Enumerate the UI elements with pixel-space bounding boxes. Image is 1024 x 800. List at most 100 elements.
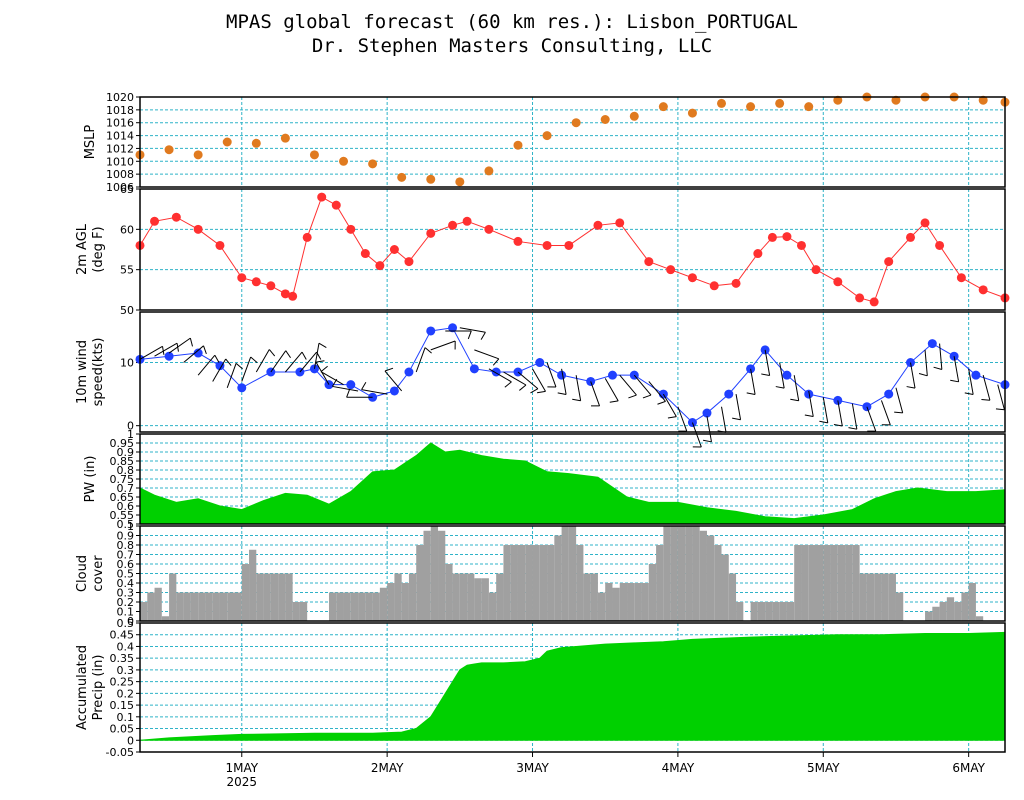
wind-barb-flag <box>732 417 741 421</box>
bar <box>801 545 809 621</box>
x-tick-label: 4MAY <box>662 761 695 775</box>
y-tick-label: 0.7 <box>117 482 135 495</box>
wind-barb <box>241 356 252 382</box>
bar <box>932 606 940 621</box>
data-point <box>767 232 777 242</box>
wind-barb <box>895 387 904 414</box>
data-point <box>869 297 879 307</box>
wind-barb <box>779 362 785 389</box>
wind-barb <box>590 381 601 407</box>
wind-barb-flag <box>933 366 942 370</box>
y-tick-label: 0 <box>127 734 134 747</box>
data-point <box>193 224 203 234</box>
y-tick-label: 0.75 <box>110 473 135 486</box>
bar <box>161 616 170 621</box>
data-point <box>331 200 341 210</box>
y-tick-label: 0.3 <box>117 587 135 600</box>
bar <box>474 578 482 621</box>
y-tick-label: 50 <box>120 304 134 317</box>
wind-barb <box>226 363 237 388</box>
wind-barb-flag <box>995 408 1005 411</box>
bar <box>256 573 264 621</box>
bar <box>866 573 875 621</box>
data-point <box>542 131 552 141</box>
bar <box>845 545 853 621</box>
data-point <box>150 216 160 226</box>
wind-barb <box>880 400 891 426</box>
data-point <box>171 212 181 222</box>
data-point <box>855 293 865 303</box>
y-tick-label: 0 <box>127 420 134 433</box>
y-tick-label: 1014 <box>106 130 134 143</box>
data-point <box>346 224 356 234</box>
wind-barb <box>255 349 270 373</box>
wind-barb-flag <box>537 390 546 394</box>
data-point <box>971 370 981 380</box>
bar <box>416 545 424 621</box>
wind-barb <box>488 368 512 383</box>
y-tick-label: 0.2 <box>117 687 135 700</box>
y-axis-label: PW (in) <box>83 456 98 503</box>
chart-title: MPAS global forecast (60 km res.): Lisbo… <box>226 11 798 33</box>
data-point <box>404 367 414 377</box>
bar <box>859 573 867 621</box>
bar <box>888 573 896 621</box>
wind-barb <box>474 349 499 360</box>
x-tick-label: 6MAY <box>952 761 985 775</box>
data-point <box>389 245 399 254</box>
wind-barb-flag <box>848 427 857 430</box>
wind-barb-flag <box>320 365 328 373</box>
y-tick-label: 0.8 <box>117 539 135 552</box>
data-point <box>644 257 654 267</box>
data-point <box>280 133 290 143</box>
data-point <box>607 370 617 380</box>
bar <box>234 592 242 621</box>
wind-barb <box>939 343 943 370</box>
bar <box>350 592 359 621</box>
data-point <box>368 159 378 169</box>
wind-barb-flag <box>530 388 539 394</box>
wind-barb-flag <box>301 351 307 360</box>
data-point <box>746 102 756 112</box>
bar <box>881 573 889 621</box>
wind-barb <box>764 349 771 376</box>
data-point <box>339 156 349 166</box>
wind-barb-flag <box>318 342 327 349</box>
data-point <box>935 240 945 250</box>
wind-barb-flag <box>268 349 276 357</box>
y-tick-label: 0.9 <box>117 446 135 459</box>
bar <box>176 592 184 621</box>
y-tick-label: 0.15 <box>110 699 135 712</box>
bar <box>190 592 199 621</box>
wind-barb <box>793 375 800 401</box>
y-tick-label: 0.05 <box>110 723 135 736</box>
bar <box>627 583 635 621</box>
bar <box>517 545 526 621</box>
wind-barb <box>808 390 814 417</box>
wind-barb-flag <box>964 392 974 395</box>
wind-barb <box>284 351 303 373</box>
data-point <box>833 277 843 287</box>
wind-barb <box>619 374 637 396</box>
wind-barb <box>139 345 163 360</box>
data-point <box>215 361 225 371</box>
wind-barb-flag <box>906 386 916 389</box>
wind-barb-flag <box>790 398 799 402</box>
data-point <box>389 386 399 396</box>
wind-barb <box>924 349 928 376</box>
wind-barb-flag <box>346 389 351 398</box>
data-point <box>709 281 719 291</box>
y-tick-label: 0.65 <box>110 491 135 504</box>
wind-barb <box>735 394 742 420</box>
bar <box>379 587 388 621</box>
x-tick-label: 5MAY <box>807 761 840 775</box>
wind-barb <box>503 371 527 386</box>
bar <box>779 602 787 621</box>
wind-barb <box>982 375 991 401</box>
bar <box>205 592 213 621</box>
bar <box>278 573 286 621</box>
bar <box>212 592 220 621</box>
y-axis-label: Accumulated <box>75 645 90 730</box>
x-tick-label: 2MAY <box>371 761 404 775</box>
